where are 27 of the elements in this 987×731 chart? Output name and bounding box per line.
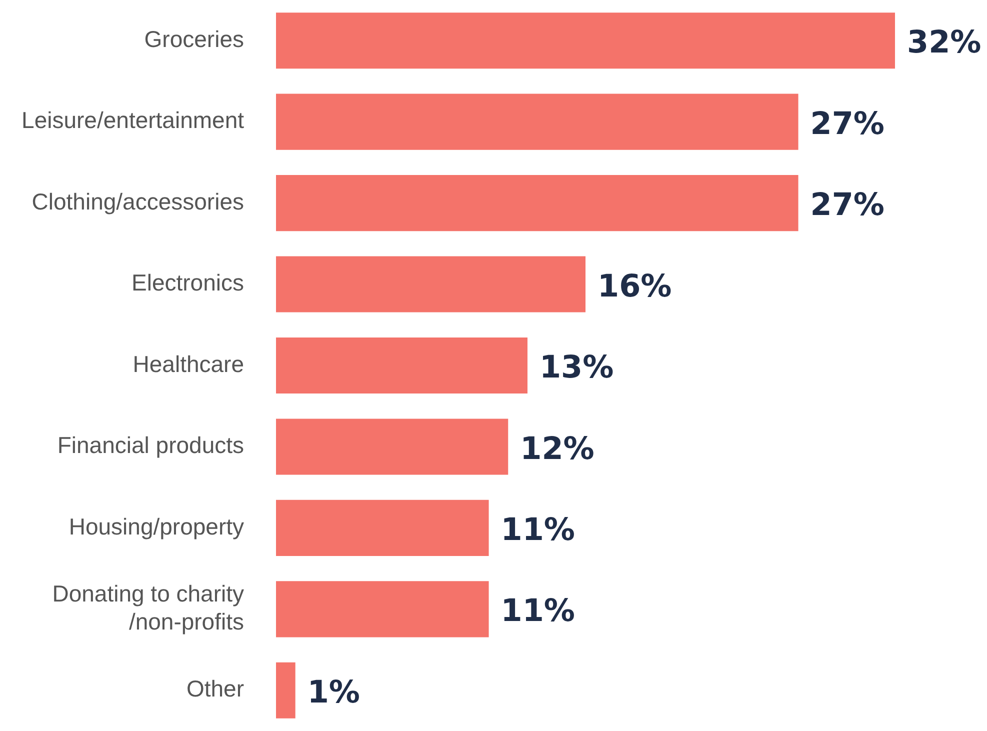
data-label: 27% <box>810 187 884 224</box>
y-tick-label: Donating to charity /non-profits <box>52 580 244 634</box>
y-tick-label: Financial products <box>57 432 244 458</box>
bar <box>276 500 489 556</box>
y-tick-label: Leisure/entertainment <box>22 107 245 134</box>
y-tick-label: Groceries <box>144 26 244 52</box>
data-label: 11% <box>500 512 575 548</box>
y-tick-label: Healthcare <box>132 350 244 377</box>
bar <box>276 94 798 150</box>
data-label: 1% <box>307 674 360 710</box>
data-label: 12% <box>520 430 594 467</box>
data-label: 27% <box>810 106 884 142</box>
y-tick-label: Electronics <box>132 270 244 296</box>
data-label: 32% <box>907 24 982 61</box>
y-tick-label: Clothing/accessories <box>32 188 244 214</box>
y-tick-label: Other <box>186 676 244 702</box>
y-tick-label: Housing/property <box>68 513 244 540</box>
bar <box>276 337 528 394</box>
data-label: 16% <box>598 268 672 304</box>
bar <box>276 418 508 475</box>
bar <box>276 12 895 69</box>
bar <box>276 175 798 232</box>
bar <box>276 256 586 312</box>
bar <box>276 662 296 718</box>
bar <box>276 581 489 638</box>
data-label: 13% <box>539 350 614 386</box>
data-label: 11% <box>500 593 575 630</box>
